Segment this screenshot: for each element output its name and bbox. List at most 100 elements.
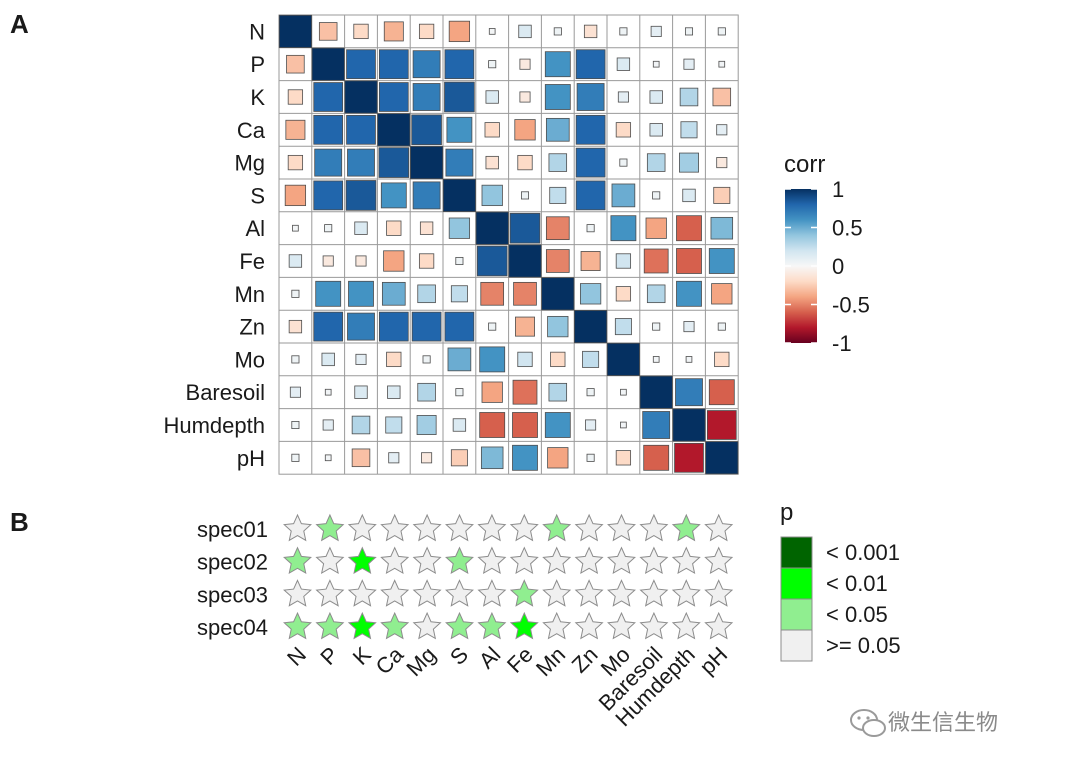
- corr-cell-S-Mo: [611, 183, 636, 208]
- corr-cell-Humdepth-K: [351, 415, 371, 435]
- corr-cell-Ca-Humdepth: [680, 121, 698, 139]
- corr-cell-Fe-Mn: [545, 249, 570, 273]
- corr-cell-Zn-Mn: [547, 315, 569, 338]
- corr-cell-Baresoil-P: [324, 388, 332, 396]
- corr-row-label: Zn: [239, 315, 265, 340]
- star-spec01-Ca: [380, 513, 410, 542]
- p-legend-swatch: [780, 629, 813, 662]
- corr-cell-Mo-Humdepth: [685, 356, 693, 363]
- corr-cell-Zn-Baresoil: [652, 322, 661, 331]
- corr-cell-Fe-Baresoil: [643, 248, 669, 274]
- corr-cell-Humdepth-N: [291, 420, 300, 430]
- corr-cell-Fe-Mo: [615, 253, 632, 269]
- star-spec04-P: [315, 611, 345, 640]
- star-spec03-Fe: [509, 579, 539, 607]
- star-spec03-P: [315, 579, 345, 607]
- star-spec04-S: [445, 611, 474, 640]
- star-spec04-Fe: [509, 611, 539, 640]
- corr-cell-S-S: [442, 178, 476, 212]
- corr-row-label: Mg: [234, 151, 265, 176]
- p-legend-swatch: [780, 567, 813, 600]
- star-spec04-pH: [704, 611, 734, 640]
- corr-cell-N-N: [278, 14, 312, 48]
- corr-cell-Al-pH: [710, 216, 734, 240]
- corr-cell-N-Al: [488, 28, 496, 35]
- star-spec04-Baresoil: [639, 611, 669, 640]
- corr-row-label: Ca: [237, 118, 266, 143]
- corr-row-label: Fe: [239, 249, 265, 274]
- corr-cell-S-Baresoil: [652, 191, 661, 200]
- corr-legend-tick-label: -0.5: [832, 293, 870, 318]
- corr-cell-Al-N: [292, 224, 299, 232]
- corr-cell-pH-N: [291, 453, 300, 462]
- corr-row-label: Baresoil: [186, 380, 265, 405]
- star-spec03-Mg: [412, 579, 442, 607]
- corr-cell-Humdepth-Al: [479, 412, 506, 438]
- star-spec01-pH: [704, 513, 734, 542]
- corr-legend-tick-label: 1: [832, 177, 844, 202]
- corr-cell-S-Zn: [575, 180, 606, 211]
- corr-cell-Mo-S: [447, 347, 472, 372]
- corr-cell-Fe-pH: [708, 248, 735, 274]
- star-spec03-Mo: [607, 579, 636, 607]
- corr-cell-N-P: [318, 22, 338, 41]
- star-spec03-S: [445, 579, 474, 607]
- star-row-label: spec01: [197, 517, 268, 542]
- star-col-label: S: [445, 642, 473, 670]
- star-spec04-K: [347, 611, 377, 640]
- corr-cell-N-pH: [717, 27, 726, 36]
- corr-cell-K-pH: [712, 87, 732, 107]
- p-legend-label: < 0.001: [826, 540, 900, 565]
- star-col-label: Zn: [567, 642, 603, 678]
- corr-cell-P-P: [311, 47, 345, 81]
- corr-cell-N-S: [448, 20, 471, 43]
- star-spec02-Ca: [380, 546, 410, 575]
- corr-cell-K-S: [444, 81, 475, 113]
- corr-cell-Mg-Ca: [378, 147, 410, 178]
- corr-cell-P-Fe: [519, 58, 531, 70]
- corr-row-label: P: [250, 52, 265, 77]
- corr-cell-Zn-S: [444, 311, 475, 342]
- corr-cell-P-Mo: [616, 57, 631, 71]
- corr-cell-Mo-K: [355, 353, 367, 365]
- wechat-icon: [850, 709, 886, 737]
- corr-cell-Mo-Baresoil: [652, 356, 660, 363]
- corr-cell-Al-Mn: [545, 216, 570, 241]
- corr-cell-Mo-pH: [714, 351, 730, 368]
- corr-cell-Ca-Fe: [514, 119, 536, 141]
- corr-legend-tick-label: -1: [832, 331, 852, 356]
- corr-cell-Mn-Ca: [381, 281, 406, 306]
- corr-cell-S-Mn: [549, 186, 567, 204]
- corr-cell-K-Mo: [617, 91, 629, 103]
- corr-cell-Humdepth-S: [452, 418, 467, 432]
- corr-cell-P-Mg: [412, 50, 441, 79]
- corr-cell-Baresoil-Fe: [512, 379, 538, 405]
- star-spec03-Mn: [542, 579, 572, 607]
- corr-cell-Al-Mo: [610, 215, 637, 242]
- corr-legend-title: corr: [784, 151, 825, 178]
- star-col-label: Fe: [502, 642, 538, 678]
- correlation-heatmap: NPK Ca Mg S Al Fe Mn Zn Mo Baresoil Humdepth pH: [163, 14, 739, 475]
- corr-cell-P-pH: [718, 60, 726, 68]
- panel-a-letter: A: [10, 9, 29, 39]
- star-col-label: N: [282, 642, 311, 671]
- corr-cell-Mg-Mg: [410, 146, 444, 180]
- corr-cell-N-K: [353, 23, 369, 40]
- star-row-label: spec04: [197, 615, 268, 640]
- corr-cell-Mn-Mo: [615, 286, 632, 302]
- corr-cell-Zn-pH: [717, 322, 726, 331]
- corr-cell-Baresoil-Mg: [417, 382, 436, 402]
- corr-cell-Mo-Mg: [422, 355, 431, 364]
- corr-cell-K-Baresoil: [649, 90, 663, 104]
- star-spec02-Humdepth: [671, 546, 701, 575]
- star-col-label: Mn: [531, 642, 570, 681]
- star-spec01-Al: [477, 513, 507, 542]
- corr-cell-K-Mn: [544, 84, 571, 110]
- corr-cell-S-N: [284, 184, 307, 207]
- corr-cell-N-Mn: [553, 27, 562, 36]
- corr-cell-Humdepth-pH: [706, 410, 737, 440]
- star-spec02-S: [445, 546, 474, 575]
- corr-cell-Humdepth-Zn: [585, 419, 597, 431]
- corr-cell-Baresoil-pH: [708, 379, 735, 406]
